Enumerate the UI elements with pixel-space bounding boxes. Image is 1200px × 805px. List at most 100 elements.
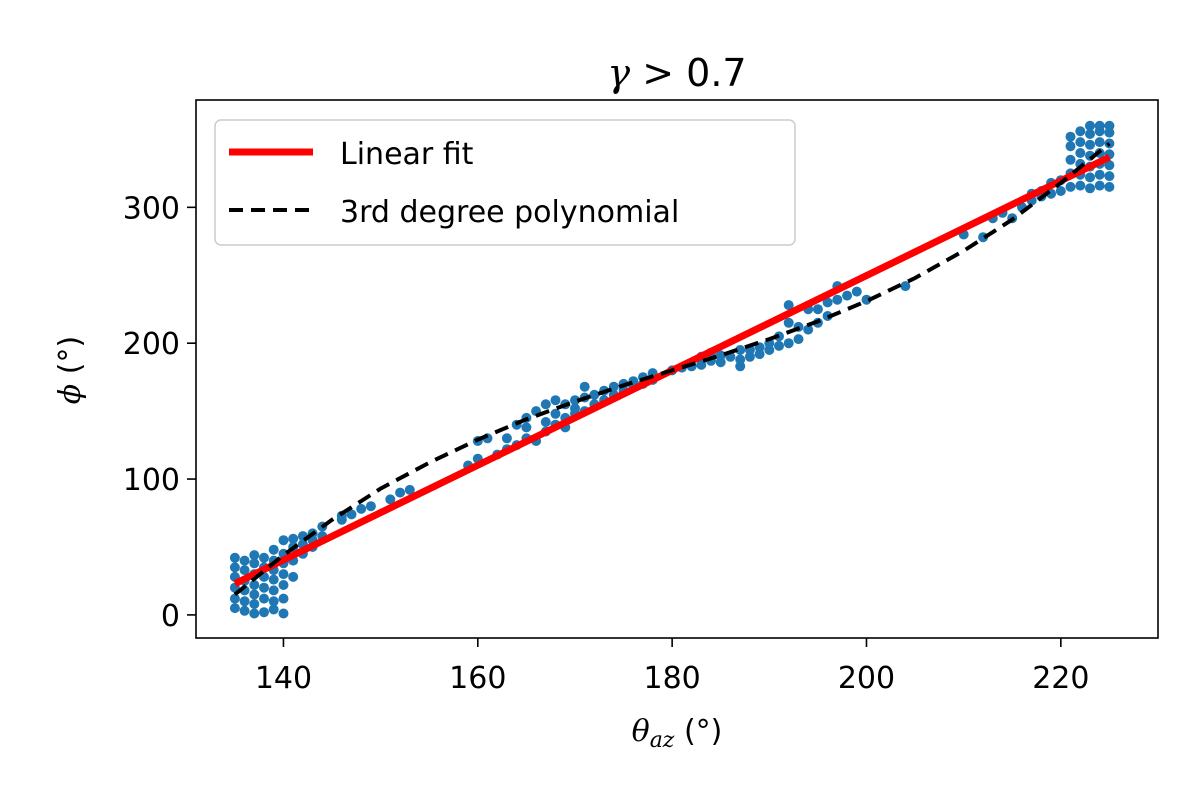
x-axis-label-symbol: θ bbox=[632, 714, 650, 749]
scatter-point bbox=[288, 533, 299, 544]
scatter-point bbox=[259, 582, 269, 593]
scatter-point bbox=[550, 395, 561, 406]
scatter-point bbox=[1055, 186, 1066, 196]
scatter-point bbox=[1085, 183, 1095, 194]
scatter-point bbox=[861, 294, 872, 305]
x-axis-label: θaz (°) bbox=[632, 714, 723, 753]
legend-label-linear-fit: Linear fit bbox=[340, 137, 474, 172]
scatter-point bbox=[268, 585, 279, 596]
scatter-point bbox=[793, 334, 804, 345]
y-tick-label: 100 bbox=[123, 463, 180, 498]
scatter-point bbox=[278, 569, 289, 580]
x-tick-label: 200 bbox=[838, 661, 895, 696]
scatter-point bbox=[1094, 169, 1105, 180]
scatter-point bbox=[851, 286, 862, 297]
scatter-point bbox=[1075, 180, 1086, 191]
y-axis-label-unit: (°) bbox=[53, 336, 88, 384]
scatter-point bbox=[1094, 137, 1105, 148]
scatter-point bbox=[1065, 141, 1076, 152]
scatter-point bbox=[822, 297, 833, 308]
y-tick-label: 300 bbox=[123, 191, 180, 226]
scatter-point bbox=[570, 395, 580, 406]
legend: Linear fit 3rd degree polynomial bbox=[214, 119, 796, 246]
scatter-point bbox=[842, 290, 853, 301]
scatter-point bbox=[249, 550, 260, 561]
scatter-point bbox=[239, 555, 250, 566]
scatter-point bbox=[589, 389, 600, 400]
scatter-point bbox=[239, 596, 250, 607]
scatter-point bbox=[540, 399, 551, 410]
scatter-point bbox=[1065, 181, 1076, 192]
scatter-point bbox=[1065, 131, 1076, 142]
scatter-point bbox=[229, 552, 240, 563]
scatter-point bbox=[288, 571, 299, 582]
scatter-point bbox=[278, 535, 289, 546]
title-symbol: γ bbox=[607, 51, 630, 95]
scatter-point bbox=[268, 596, 279, 607]
scatter-point bbox=[229, 603, 240, 614]
axes-frame bbox=[195, 99, 1159, 639]
scatter-point bbox=[501, 433, 512, 444]
scatter-point bbox=[570, 403, 580, 414]
scatter-point bbox=[404, 484, 415, 495]
scatter-point bbox=[229, 593, 240, 604]
scatter-point bbox=[812, 304, 823, 315]
scatter-point bbox=[268, 574, 279, 585]
scatter-point bbox=[1094, 120, 1105, 131]
scatter-point bbox=[268, 604, 279, 615]
polynomial-fit-line bbox=[233, 141, 1111, 597]
scatter-point bbox=[249, 558, 260, 569]
scatter-point bbox=[1085, 120, 1095, 131]
y-axis-label: ϕ (°) bbox=[53, 336, 88, 404]
scatter-point bbox=[259, 552, 269, 563]
y-axis-label-symbol: ϕ bbox=[53, 384, 88, 404]
x-tick-label: 140 bbox=[255, 661, 312, 696]
x-axis-label-subscript: az bbox=[650, 728, 675, 753]
scatter-point bbox=[395, 487, 406, 498]
legend-label-polynomial: 3rd degree polynomial bbox=[340, 195, 679, 230]
scatter-point bbox=[579, 381, 590, 392]
scatter-point bbox=[1104, 171, 1115, 182]
x-tick-label: 160 bbox=[449, 661, 506, 696]
scatter-point bbox=[783, 338, 794, 349]
title-rest: > 0.7 bbox=[630, 51, 746, 95]
scatter-point bbox=[1075, 126, 1086, 137]
scatter-point bbox=[346, 509, 357, 520]
scatter-point bbox=[239, 605, 250, 616]
y-tick-label: 0 bbox=[161, 599, 180, 634]
data-layer bbox=[229, 120, 1115, 619]
scatter-point bbox=[259, 593, 269, 604]
scatter-point bbox=[365, 501, 376, 512]
scatter-point bbox=[900, 281, 911, 292]
scatter-point bbox=[1085, 172, 1095, 183]
scatter-point bbox=[249, 599, 260, 609]
scatter-point bbox=[735, 345, 746, 355]
scatter-point bbox=[783, 300, 794, 311]
scatter-point bbox=[249, 589, 260, 600]
legend-box bbox=[214, 119, 796, 246]
scatter-point bbox=[1104, 120, 1115, 131]
chart-title: γ > 0.7 bbox=[607, 51, 746, 95]
scatter-point bbox=[249, 580, 260, 590]
scatter-point bbox=[278, 580, 289, 590]
scatter-point bbox=[1104, 160, 1115, 171]
plot-area: 140 160 180 200 220 0 100 200 300 bbox=[123, 99, 1159, 696]
scatter-point bbox=[832, 294, 843, 305]
scatter-point bbox=[268, 544, 279, 555]
scatter-point bbox=[239, 565, 250, 576]
scatter-point bbox=[1085, 129, 1095, 139]
scatter-point bbox=[229, 562, 240, 573]
scatter-point bbox=[1085, 139, 1095, 150]
scatter-point bbox=[259, 607, 269, 618]
scatter-point bbox=[278, 608, 289, 619]
scatter-point bbox=[1075, 137, 1086, 148]
scatter-point bbox=[735, 354, 746, 365]
scatter-point bbox=[550, 408, 561, 419]
scatter-point bbox=[1094, 180, 1105, 191]
scatter-point bbox=[1104, 181, 1115, 192]
scatter-point bbox=[1065, 154, 1076, 165]
scatter-point bbox=[783, 317, 794, 328]
scatter-point bbox=[803, 324, 814, 335]
